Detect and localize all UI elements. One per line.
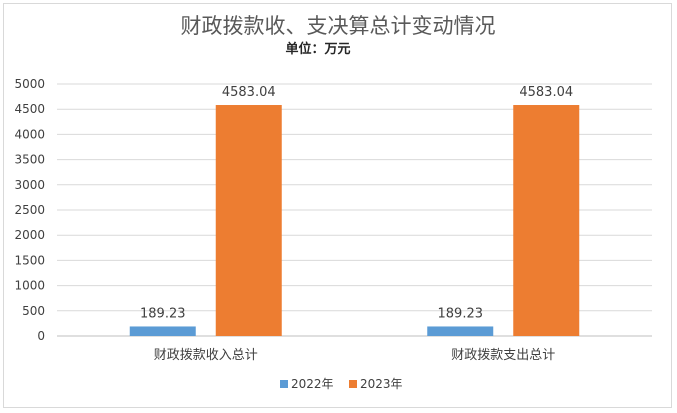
y-tick-label: 4500 [14, 102, 45, 116]
data-label: 189.23 [438, 306, 484, 321]
bar [513, 105, 580, 336]
y-axis-ticks: 0 500 1000 1500 2000 2500 3000 3500 4000 4500 5000 [14, 77, 45, 343]
bar [427, 326, 494, 336]
bars [129, 105, 580, 336]
bar [129, 326, 196, 336]
x-axis-categories: 财政拨款收入总计 财政拨款支出总计 [154, 348, 556, 363]
data-label: 189.23 [140, 306, 186, 321]
legend-swatch [349, 380, 357, 388]
y-tick-label: 3500 [14, 153, 45, 167]
legend-swatch [280, 380, 288, 388]
y-tick-label: 0 [37, 329, 45, 343]
bar [215, 105, 282, 336]
legend-label: 2022年 [291, 377, 334, 391]
data-label: 4583.04 [519, 85, 573, 100]
category-label: 财政拨款收入总计 [154, 348, 258, 363]
chart-title: 财政拨款收、支决算总计变动情况 [181, 14, 496, 38]
y-tick-label: 1500 [14, 253, 45, 267]
chart-subtitle: 单位：万元 [285, 41, 350, 57]
y-tick-label: 4000 [14, 127, 45, 141]
data-label: 4583.04 [222, 85, 276, 100]
data-labels: 189.23 4583.04 189.23 4583.04 [140, 85, 573, 321]
legend: 2022年 2023年 [280, 377, 403, 391]
y-tick-label: 2000 [14, 228, 45, 242]
y-tick-label: 5000 [14, 77, 45, 91]
y-tick-label: 500 [22, 304, 45, 318]
legend-label: 2023年 [360, 377, 403, 391]
category-label: 财政拨款支出总计 [451, 348, 555, 363]
y-tick-label: 2500 [14, 203, 45, 217]
y-tick-label: 3000 [14, 178, 45, 192]
y-tick-label: 1000 [14, 279, 45, 293]
